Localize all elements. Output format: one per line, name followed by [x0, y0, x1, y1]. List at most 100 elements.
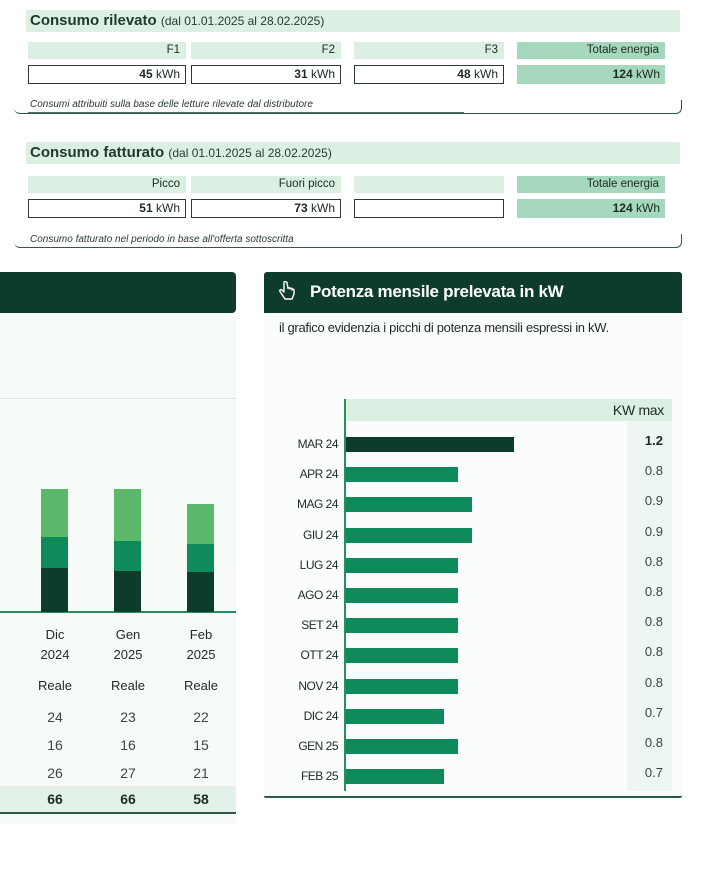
value-f1: 45 — [139, 67, 153, 81]
monthly-total-row — [0, 786, 236, 812]
column-head-totale-fatturato: Totale energia — [517, 176, 665, 193]
value-f3: 48 — [457, 67, 471, 81]
bar-segment-top — [114, 489, 141, 541]
power-bar — [346, 708, 444, 724]
consumo-fatturato-note: Consumo fatturato nel periodo in base al… — [30, 234, 294, 245]
power-value-label: 0.9 — [644, 523, 663, 539]
power-bar — [346, 467, 458, 483]
power-value-label: 0.8 — [644, 674, 663, 690]
power-value-label: 0.7 — [644, 704, 663, 720]
total-gen: 66 — [120, 791, 136, 807]
month-label-dic: Dic — [45, 627, 65, 642]
kw-column-header: KW max — [344, 399, 672, 421]
unit-f1: kWh — [156, 67, 180, 81]
value-dic-row1: 24 — [47, 709, 63, 725]
power-value-label: 0.8 — [644, 584, 663, 599]
column-head-totale: Totale energia — [517, 42, 665, 59]
value-totale-fatturato: 124 — [612, 201, 633, 215]
power-bar — [346, 588, 458, 603]
consumo-rilevato-period: (dal 01.01.2025 al 28.02.2025) — [160, 14, 325, 28]
value-gen-row1: 23 — [120, 709, 136, 725]
consumo-fatturato-period: (dal 01.01.2025 al 28.02.2025) — [168, 146, 332, 160]
column-head-f2: F2 — [191, 42, 341, 59]
unit-fuori-picco: kWh — [311, 201, 335, 215]
power-chart-axis — [344, 399, 346, 791]
power-value-label: 0.7 — [644, 765, 663, 781]
value-totale: 124 — [612, 67, 633, 81]
power-bar — [346, 769, 444, 785]
month-label: GIU 24 — [302, 527, 339, 542]
month-label: APR 24 — [299, 467, 339, 482]
panel-bracket — [14, 100, 682, 114]
power-bar — [346, 527, 472, 543]
note-underline — [28, 112, 464, 113]
power-value-label: 0.8 — [644, 614, 663, 630]
power-value-label: 0.8 — [644, 463, 663, 479]
value-cell-totale-fatturato: 124 kWh — [517, 199, 665, 218]
year-label-dic: 2024 — [40, 647, 70, 662]
reading-type-feb: Reale — [184, 678, 218, 693]
month-label: MAG 24 — [296, 497, 339, 512]
value-cell-picco: 51 kWh — [28, 199, 186, 218]
month-label: NOV 24 — [298, 678, 338, 693]
value-feb-row3: 21 — [193, 765, 209, 781]
bar-segment-bottom — [114, 571, 141, 612]
power-bar — [346, 648, 458, 664]
value-feb-row2: 15 — [193, 737, 209, 753]
value-cell-empty — [354, 199, 504, 218]
consumo-fatturato-title: Consumo fatturato — [30, 144, 165, 161]
power-value-label: 0.8 — [644, 553, 663, 569]
power-value-label: 0.8 — [644, 735, 663, 750]
bar-segment-top — [187, 504, 214, 544]
value-cell-f1: 45 kWh — [28, 65, 186, 84]
power-value-label: 1.2 — [644, 433, 663, 448]
month-label: AGO 24 — [297, 588, 339, 602]
value-gen-row3: 27 — [120, 765, 136, 781]
power-bar — [346, 557, 458, 573]
unit-f2: kWh — [311, 67, 335, 81]
bar-segment-mid — [41, 537, 68, 568]
consumo-rilevato-title: Consumo rilevato — [30, 12, 157, 29]
column-head-f1: F1 — [28, 42, 186, 59]
month-label: MAR 24 — [297, 437, 339, 451]
consumo-fatturato-heading: Consumo fatturato (dal 01.01.2025 al 28.… — [30, 144, 332, 161]
year-label-feb: 2025 — [186, 647, 216, 662]
bar-segment-mid — [187, 544, 214, 572]
power-chart-bottom-line — [264, 796, 682, 798]
value-f2: 31 — [294, 67, 308, 81]
month-label: FEB 25 — [300, 769, 339, 784]
value-cell-fuori-picco: 73 kWh — [191, 199, 341, 218]
value-dic-row3: 26 — [47, 765, 63, 781]
value-cell-f2: 31 kWh — [191, 65, 341, 84]
consumo-rilevato-note: Consumi attribuiti sulla base delle lett… — [30, 99, 313, 110]
reading-type-gen: Reale — [111, 678, 145, 693]
power-bar — [346, 618, 458, 634]
panel-bracket — [14, 234, 682, 248]
month-label: SET 24 — [301, 618, 338, 633]
month-label: DIC 24 — [303, 708, 339, 723]
bar-segment-bottom — [41, 568, 68, 612]
power-bar — [346, 678, 458, 694]
column-head-picco: Picco — [28, 176, 186, 193]
hand-pointer-icon — [279, 281, 295, 300]
reading-type-dic: Reale — [38, 678, 72, 693]
gridline — [0, 398, 236, 399]
unit-f3: kWh — [474, 67, 498, 81]
month-label: LUG 24 — [299, 557, 339, 572]
column-head-fuori-picco: Fuori picco — [191, 176, 341, 193]
power-bar — [346, 437, 514, 452]
column-head-empty — [354, 176, 504, 193]
column-head-f3: F3 — [354, 42, 504, 59]
bar-segment-mid — [114, 541, 141, 571]
month-label-feb: Feb — [189, 627, 213, 642]
power-value-label: 0.8 — [644, 644, 663, 660]
consumo-rilevato-title-bar: Consumo rilevato (dal 01.01.2025 al 28.0… — [26, 10, 680, 32]
value-fuori-picco: 73 — [294, 201, 308, 215]
partial-column-label: e — [0, 678, 6, 693]
monthly-chart-bottom-line — [0, 812, 236, 814]
value-dic-row2: 16 — [47, 737, 63, 753]
bar-segment-top — [41, 489, 68, 537]
value-cell-f3: 48 kWh — [354, 65, 504, 84]
value-feb-row1: 22 — [193, 709, 209, 725]
month-label: GEN 25 — [298, 739, 338, 753]
